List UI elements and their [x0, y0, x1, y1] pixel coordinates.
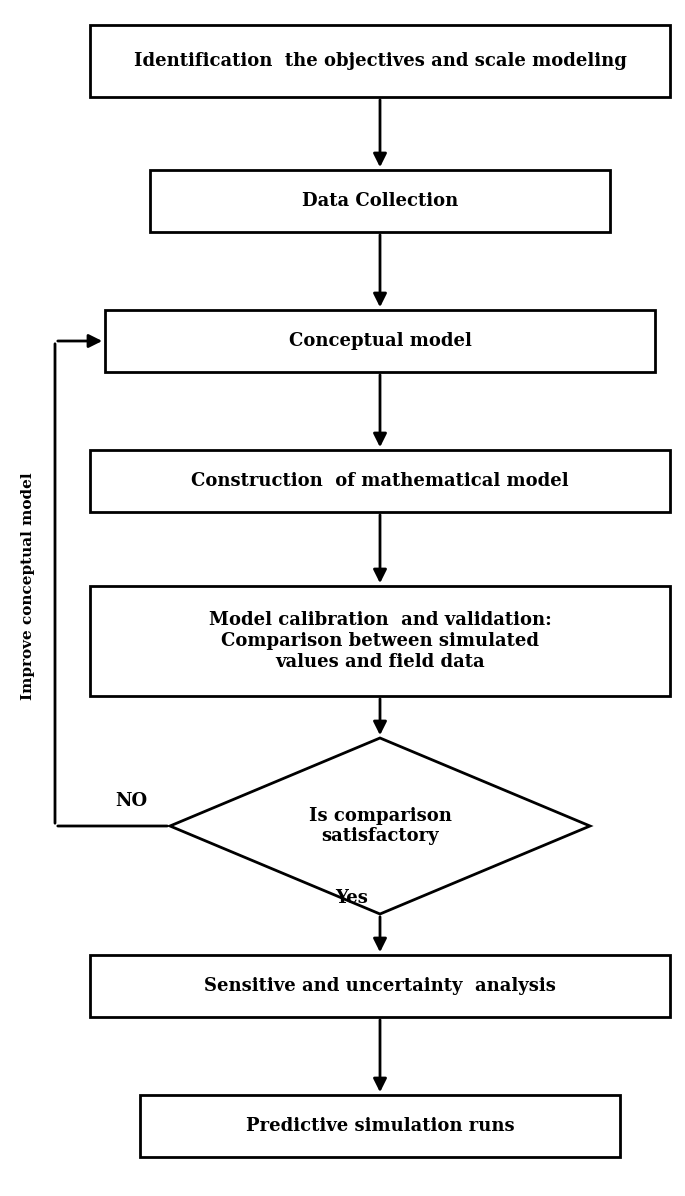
Text: Sensitive and uncertainty  analysis: Sensitive and uncertainty analysis [204, 977, 556, 995]
Polygon shape [170, 738, 590, 914]
Text: NO: NO [115, 792, 147, 810]
Text: Conceptual model: Conceptual model [288, 332, 471, 350]
Text: Is comparison
satisfactory: Is comparison satisfactory [308, 806, 451, 846]
Bar [105, 310, 655, 372]
Text: Yes: Yes [335, 889, 368, 907]
Text: Construction  of mathematical model: Construction of mathematical model [191, 472, 569, 490]
Text: Improve conceptual model: Improve conceptual model [21, 472, 35, 700]
Bar [90, 25, 670, 97]
Bar [150, 170, 610, 232]
Text: Model calibration  and validation:
Comparison between simulated
values and field: Model calibration and validation: Compar… [209, 611, 551, 671]
Text: Identification  the objectives and scale modeling: Identification the objectives and scale … [134, 51, 627, 71]
Bar [140, 1096, 620, 1157]
Text: Predictive simulation runs: Predictive simulation runs [246, 1117, 514, 1135]
Bar [90, 450, 670, 512]
Text: Data Collection: Data Collection [302, 193, 458, 210]
Bar [90, 586, 670, 696]
Bar [90, 954, 670, 1017]
